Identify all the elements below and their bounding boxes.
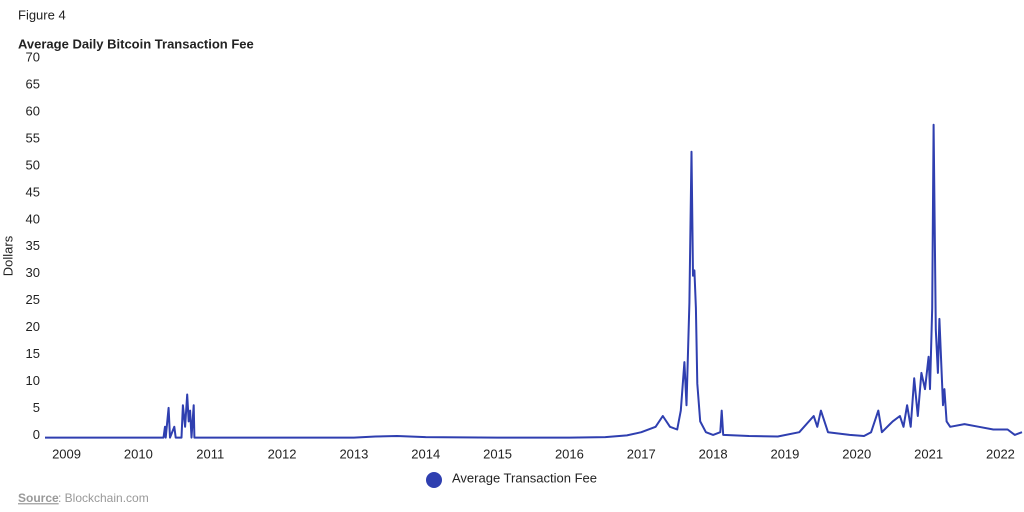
- legend-label: Average Transaction Fee: [452, 470, 597, 485]
- x-tick-label: 2009: [52, 446, 81, 461]
- y-tick-label: 70: [26, 49, 40, 64]
- figure-label: Figure 4: [18, 7, 66, 22]
- y-tick-label: 40: [26, 211, 40, 226]
- x-tick-label: 2011: [196, 446, 224, 461]
- x-tick-label: 2019: [770, 446, 799, 461]
- y-tick-label: 0: [33, 427, 40, 442]
- y-tick-label: 55: [26, 130, 40, 145]
- x-tick-label: 2010: [124, 446, 153, 461]
- source-label: Source: [18, 491, 59, 505]
- y-tick-label: 50: [26, 157, 40, 172]
- y-tick-label: 15: [26, 346, 40, 361]
- x-tick-label: 2022: [986, 446, 1015, 461]
- x-tick-label: 2017: [627, 446, 656, 461]
- legend-marker: [426, 472, 442, 488]
- y-tick-label: 20: [26, 319, 40, 334]
- x-tick-label: 2014: [411, 446, 440, 461]
- y-tick-label: 25: [26, 292, 40, 307]
- x-tick-label: 2021: [914, 446, 943, 461]
- y-tick-label: 45: [26, 184, 40, 199]
- x-tick-label: 2013: [339, 446, 368, 461]
- source-text: : Blockchain.com: [58, 491, 149, 505]
- y-tick-label: 65: [26, 76, 40, 91]
- y-axis-label: Dollars: [0, 235, 15, 276]
- x-tick-label: 2016: [555, 446, 584, 461]
- y-tick-label: 35: [26, 238, 40, 253]
- y-tick-label: 30: [26, 265, 40, 280]
- x-tick-label: 2012: [268, 446, 297, 461]
- y-tick-label: 10: [26, 373, 40, 388]
- x-tick-label: 2020: [842, 446, 871, 461]
- x-tick-label: 2018: [699, 446, 728, 461]
- y-tick-label: 60: [26, 103, 40, 118]
- y-tick-label: 5: [33, 400, 40, 415]
- x-tick-label: 2015: [483, 446, 512, 461]
- chart-title: Average Daily Bitcoin Transaction Fee: [18, 36, 254, 51]
- data-line: [45, 123, 1023, 439]
